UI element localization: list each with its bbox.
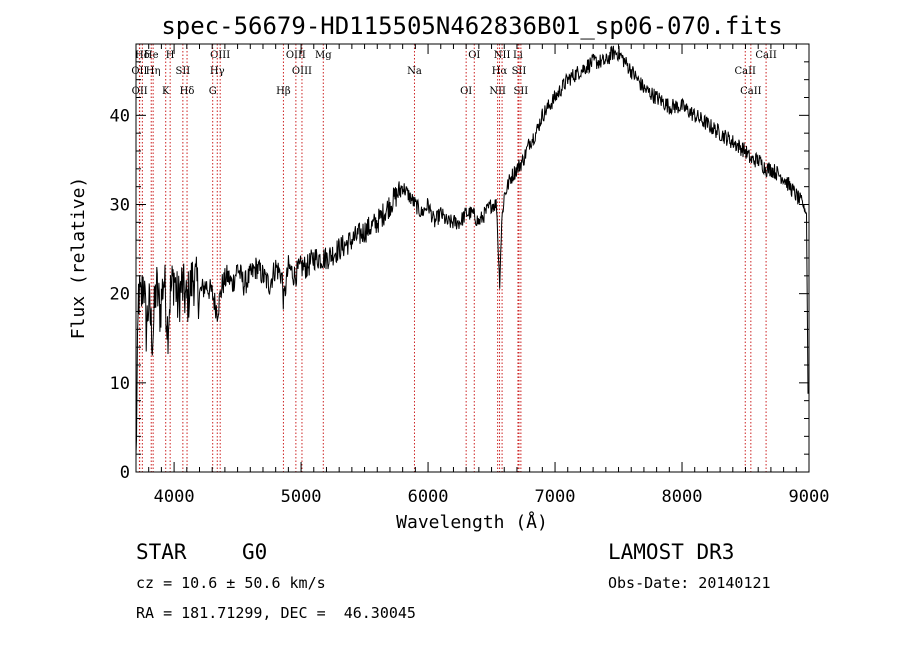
plot-frame [135, 43, 810, 473]
line-marker-label: G [209, 86, 217, 97]
line-marker-label: Na [407, 66, 422, 77]
line-marker-label: OI [468, 50, 480, 61]
y-tick-label: 30 [110, 196, 130, 216]
line-marker-label: K [162, 86, 170, 97]
line-marker-label: CaII [740, 86, 762, 97]
line-marker-label: Hδ [135, 50, 150, 61]
line-marker-label: Hγ [210, 66, 225, 77]
chart-title: spec-56679-HD115505N462836B01_sp06-070.f… [161, 12, 782, 40]
line-marker-label: SII [512, 66, 527, 77]
x-tick-label: 9000 [789, 487, 830, 507]
x-axis-label: Wavelength (Å) [396, 511, 548, 533]
spectrum-line [135, 45, 809, 455]
line-marker-label: Hβ [276, 86, 291, 97]
line-marker-label: OIII [286, 50, 306, 61]
line-marker-label: NII [489, 86, 506, 97]
line-marker-label: Hδ [180, 86, 195, 97]
line-marker-label: SII [513, 86, 528, 97]
x-tick-label: 7000 [535, 487, 576, 507]
object-subclass: G0 [242, 540, 268, 564]
line-marker-label: Hα [492, 66, 508, 77]
line-marker-label: CaII [755, 50, 777, 61]
observation-date: Obs-Date: 20140121 [608, 574, 771, 592]
line-marker-label: OII [132, 86, 148, 97]
x-tick-label: 5000 [281, 487, 322, 507]
line-marker-label: Hη [146, 66, 161, 77]
line-marker-label: OIII [292, 66, 312, 77]
y-tick-label: 40 [110, 106, 130, 126]
y-tick-label: 20 [110, 285, 130, 305]
y-axis-label: Flux (relative) [68, 177, 89, 340]
coordinates: RA = 181.71299, DEC = 46.30045 [136, 604, 416, 622]
x-tick-label: 8000 [662, 487, 703, 507]
line-marker-label: OIII [210, 50, 230, 61]
line-marker-label: He [144, 50, 159, 61]
x-tick-label: 6000 [408, 487, 449, 507]
line-marker-label: CaII [734, 66, 756, 77]
line-marker-label: OII [131, 66, 147, 77]
line-markers: HδOIIOIIHeHηKHSIIHδOIIIHγGOIIIOIIIHβMgNa… [131, 44, 777, 472]
line-marker-label: NII [494, 50, 511, 61]
line-marker-label: SII [175, 66, 190, 77]
line-marker-label: H [166, 50, 175, 61]
axis-ticks: 4000 5000 6000 7000 8000 9000 0 10 20 30 40 [110, 44, 830, 507]
line-marker-label: Li [513, 50, 523, 61]
object-class: STAR [136, 540, 187, 564]
y-tick-label: 10 [110, 374, 130, 394]
x-tick-label: 4000 [154, 487, 195, 507]
y-tick-label: 0 [120, 463, 130, 483]
survey-name: LAMOST DR3 [608, 540, 735, 564]
redshift-value: cz = 10.6 ± 50.6 km/s [136, 574, 326, 592]
line-marker-label: OI [460, 86, 472, 97]
line-marker-label: Mg [315, 50, 332, 61]
